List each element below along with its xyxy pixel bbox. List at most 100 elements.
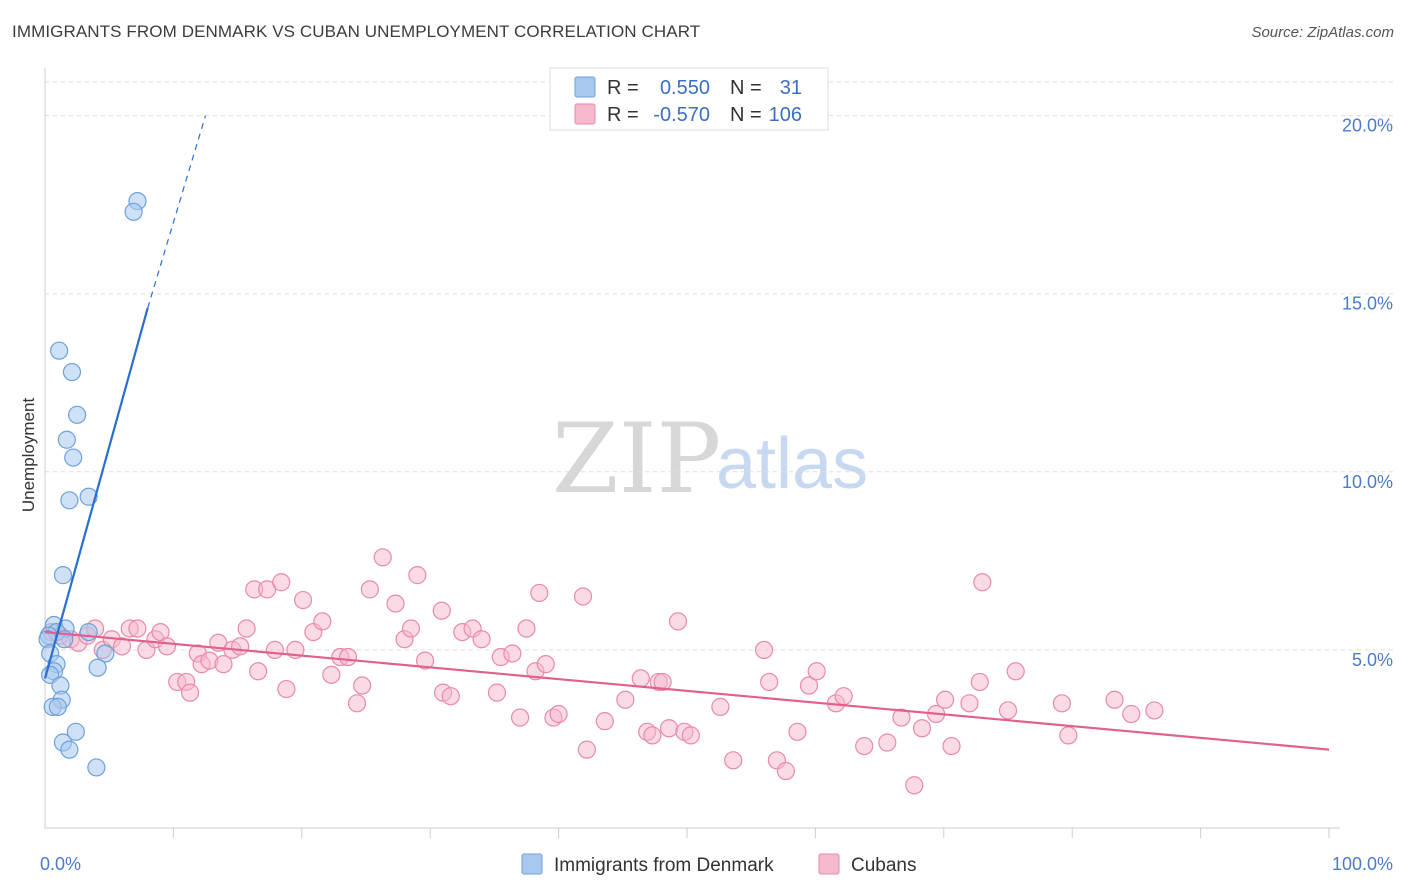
data-point-cubans <box>760 672 779 692</box>
trendline-denmark-extension <box>147 115 207 309</box>
legend-r-value-cubans: -0.570 <box>653 104 710 126</box>
data-point-denmark <box>50 341 69 360</box>
data-point-cubans <box>128 619 147 638</box>
y-tick-labels: 5.0% 10.0% 15.0% 20.0% <box>1342 116 1393 670</box>
data-point-cubans <box>668 612 688 631</box>
series-legend-label-cubans: Cubans <box>851 855 917 876</box>
data-point-denmark <box>79 487 98 506</box>
data-point-cubans <box>530 583 549 603</box>
data-point-cubans <box>360 580 379 599</box>
data-point-cubans <box>998 701 1018 720</box>
x-ticks <box>172 828 1330 838</box>
data-point-cubans <box>408 566 427 585</box>
data-point-cubans <box>536 655 555 674</box>
data-point-denmark <box>57 430 76 449</box>
data-point-cubans <box>353 676 372 695</box>
data-point-cubans <box>653 672 672 692</box>
data-point-cubans <box>960 694 979 713</box>
data-point-cubans <box>237 619 256 638</box>
data-point-cubans <box>834 687 853 706</box>
legend-swatch-denmark <box>574 76 596 98</box>
series-legend-label-denmark: Immigrants from Denmark <box>554 855 774 876</box>
data-point-cubans <box>711 697 730 716</box>
data-point-cubans <box>401 619 421 638</box>
data-point-cubans <box>681 726 700 745</box>
data-point-cubans <box>754 640 774 660</box>
gridlines <box>45 81 1393 651</box>
data-point-denmark <box>60 740 79 759</box>
series-legend-swatch-denmark <box>521 853 543 875</box>
trendline-cubans <box>44 630 1330 751</box>
data-point-cubans <box>905 776 924 795</box>
data-point-denmark <box>87 758 106 777</box>
trendline-denmark <box>43 307 149 679</box>
y-tick-label: 15.0% <box>1342 294 1393 314</box>
legend-n-value-cubans: 106 <box>769 104 802 126</box>
y-tick-label: 10.0% <box>1342 472 1393 492</box>
data-point-cubans <box>472 630 491 649</box>
data-point-cubans <box>1145 701 1164 720</box>
stats-legend: R = 0.550 N = 31 R = -0.570 N = 106 <box>549 67 829 131</box>
legend-swatch-cubans <box>574 103 596 125</box>
data-point-cubans <box>573 587 593 606</box>
data-point-cubans <box>231 637 250 656</box>
data-point-cubans <box>180 683 200 702</box>
data-point-cubans <box>503 644 522 663</box>
watermark-atlas: atlas <box>716 424 868 504</box>
data-point-cubans <box>892 708 911 727</box>
data-point-cubans <box>157 637 177 656</box>
stats-legend-box <box>549 67 829 131</box>
legend-r-label-cubans: R = <box>607 104 639 126</box>
data-point-cubans <box>214 655 233 674</box>
data-point-cubans <box>659 719 679 738</box>
y-axis-label: Unemployment <box>19 398 38 513</box>
series-legend-swatch-cubans <box>818 853 840 875</box>
y-tick-label: 5.0% <box>1352 650 1393 670</box>
data-point-cubans <box>517 619 536 638</box>
data-point-cubans <box>577 740 596 759</box>
data-point-cubans <box>643 726 662 745</box>
legend-n-label-cubans: N = <box>730 104 762 126</box>
data-point-cubans <box>441 687 460 706</box>
data-point-denmark <box>88 658 107 677</box>
data-point-denmark <box>53 566 73 585</box>
data-point-cubans <box>631 669 650 688</box>
data-point-cubans <box>973 573 992 592</box>
data-point-cubans <box>487 683 507 702</box>
data-point-cubans <box>1059 726 1078 745</box>
data-point-cubans <box>616 690 635 709</box>
data-point-cubans <box>942 736 961 756</box>
data-point-denmark <box>79 622 98 642</box>
data-point-cubans <box>935 690 955 709</box>
data-point-cubans <box>724 751 743 770</box>
data-point-cubans <box>249 662 268 681</box>
data-point-cubans <box>386 594 405 613</box>
data-point-cubans <box>338 647 358 667</box>
data-point-cubans <box>347 694 367 713</box>
data-point-cubans <box>788 722 807 741</box>
data-point-denmark <box>62 362 82 382</box>
x-tick-label-min: 0.0% <box>40 854 81 874</box>
data-point-cubans <box>415 651 435 670</box>
legend-r-label-denmark: R = <box>607 77 639 99</box>
data-point-cubans <box>912 719 932 738</box>
legend-r-value-denmark: 0.550 <box>660 77 710 99</box>
data-point-cubans <box>1122 704 1141 724</box>
data-point-cubans <box>322 665 341 684</box>
data-point-cubans <box>277 679 296 699</box>
data-point-cubans <box>293 590 313 610</box>
data-point-denmark <box>124 202 143 221</box>
series-denmark <box>38 192 147 777</box>
data-point-cubans <box>855 736 874 756</box>
data-point-cubans <box>112 637 132 656</box>
data-point-cubans <box>799 676 819 695</box>
series-cubans <box>42 548 1164 795</box>
data-point-cubans <box>970 672 989 692</box>
trendlines <box>43 115 1330 751</box>
data-point-cubans <box>878 733 897 752</box>
axes <box>44 68 1340 829</box>
watermark-zip: ZIP <box>552 403 721 515</box>
source-label: Source: ZipAtlas.com <box>1251 24 1394 41</box>
data-point-cubans <box>549 704 568 724</box>
